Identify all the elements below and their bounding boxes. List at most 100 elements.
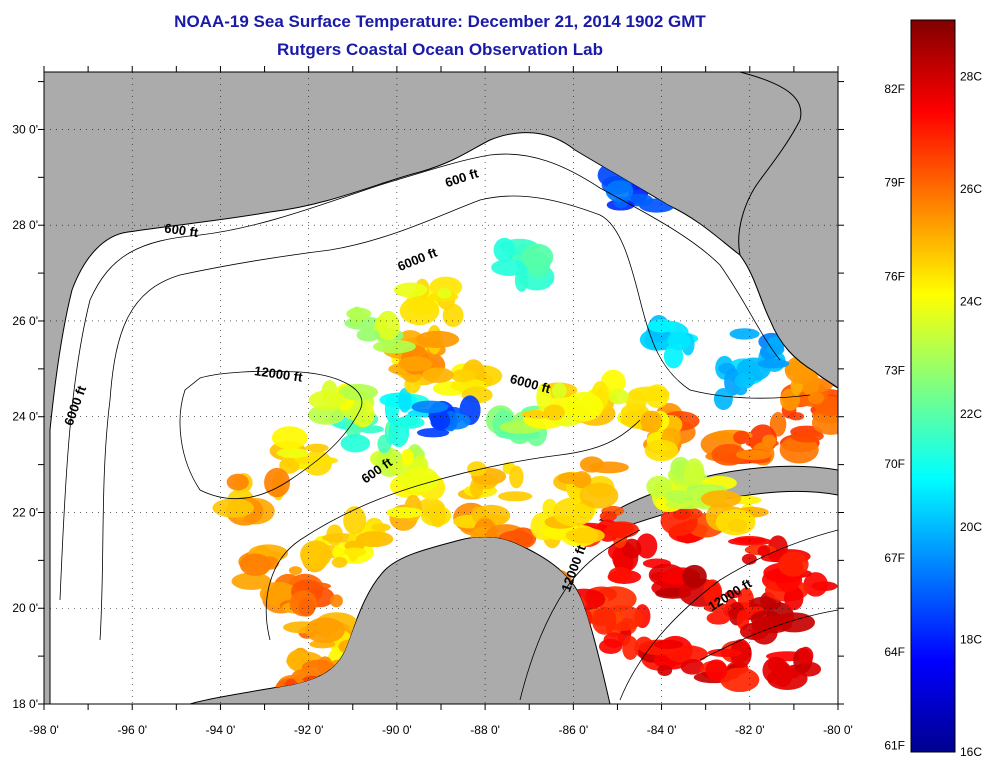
sst-patch	[552, 497, 595, 527]
lat-tick-label: 20 0'	[12, 601, 38, 615]
sst-patch	[605, 180, 634, 202]
lon-tick-label: -82 0'	[735, 723, 765, 737]
sst-patch	[308, 390, 346, 411]
sst-patch	[340, 434, 371, 453]
sst-patch	[371, 523, 391, 532]
sst-patch	[591, 606, 617, 635]
sst-patch	[288, 566, 303, 575]
sst-patch	[766, 343, 785, 356]
sst-patch	[376, 310, 400, 341]
sst-patch	[467, 461, 487, 477]
sst-patch	[509, 465, 524, 489]
sst-patch	[355, 531, 394, 548]
sst-patch	[393, 416, 425, 429]
sst-patch	[563, 392, 604, 422]
sst-patch	[668, 331, 691, 351]
sst-patch	[598, 638, 623, 655]
fahrenheit-label: 76F	[884, 270, 905, 284]
sst-patch	[700, 490, 742, 508]
sst-patch	[603, 521, 639, 539]
lat-tick-label: 28 0'	[12, 218, 38, 232]
sst-patch	[811, 410, 838, 435]
sst-patch	[543, 404, 565, 421]
sst-patch	[239, 553, 272, 577]
fahrenheit-label: 61F	[884, 739, 905, 753]
fahrenheit-label: 79F	[884, 176, 905, 190]
sst-patch	[400, 449, 414, 466]
sst-patch	[422, 367, 454, 383]
sst-patch	[329, 594, 343, 608]
sst-patch	[493, 237, 516, 263]
sst-patch	[705, 659, 728, 681]
sst-patch	[346, 307, 372, 320]
sst-patch	[416, 498, 446, 518]
axis-ticks: -98 0' -96 0' -94 0' -92 0' -90 0' -88 0' -86 …	[12, 66, 853, 737]
sst-patch	[682, 564, 707, 588]
sst-patch	[762, 656, 790, 684]
lat-tick-label: 22 0'	[12, 505, 38, 519]
map-subtitle: Rutgers Coastal Ocean Observation Lab	[277, 40, 603, 59]
sst-patch	[398, 387, 412, 413]
sst-patch	[279, 457, 300, 474]
sst-patch	[226, 473, 249, 491]
lat-tick-label: 30 0'	[12, 122, 38, 136]
sst-patch	[711, 443, 747, 466]
sst-patch	[798, 646, 814, 665]
sst-patch	[521, 243, 554, 271]
lon-tick-label: -90 0'	[382, 723, 412, 737]
sst-patch	[599, 511, 617, 522]
sst-patch	[579, 482, 619, 509]
depth-contours	[59, 153, 838, 701]
sst-patch	[683, 458, 705, 488]
sst-patch	[724, 590, 743, 599]
sst-patch	[727, 537, 772, 546]
sst-patch	[640, 410, 663, 433]
fahrenheit-label: 67F	[884, 551, 905, 565]
lat-tick-label: 24 0'	[12, 410, 38, 424]
sst-patch	[415, 330, 460, 349]
sst-patch	[300, 540, 332, 569]
sst-patch	[372, 339, 416, 354]
sst-patch	[702, 579, 723, 606]
celsius-label: 18C	[960, 632, 982, 646]
sst-patch	[703, 603, 732, 613]
sst-patch	[779, 435, 819, 464]
celsius-label: 22C	[960, 407, 982, 421]
sst-patch	[720, 667, 760, 693]
sst-patch	[276, 447, 309, 458]
lon-tick-label: -84 0'	[647, 723, 677, 737]
lon-tick-label: -92 0'	[294, 723, 324, 737]
sst-patch	[735, 449, 772, 461]
sst-patch	[498, 491, 533, 502]
lon-tick-label: -80 0'	[823, 723, 853, 737]
sst-patch	[305, 617, 345, 644]
sst-patch	[646, 475, 672, 498]
sst-patch	[664, 490, 693, 503]
sst-patch	[657, 664, 673, 677]
sst-patch	[231, 572, 272, 590]
contour-label: 600 ft	[164, 221, 200, 241]
sst-patch	[259, 581, 298, 606]
sst-patch	[672, 508, 691, 521]
sst-patch	[411, 400, 449, 414]
sst-patch	[706, 611, 731, 625]
sst-patch	[707, 648, 743, 657]
fahrenheit-label: 70F	[884, 457, 905, 471]
sst-patch	[331, 556, 348, 568]
sst-patch	[727, 518, 748, 532]
sst-patch	[514, 269, 529, 292]
celsius-label: 24C	[960, 295, 982, 309]
sst-patch	[343, 506, 367, 535]
sst-patch	[398, 356, 433, 372]
sst-patch	[551, 382, 567, 399]
sst-patch	[608, 567, 632, 583]
sst-patch	[271, 426, 308, 450]
sst-patch	[416, 427, 450, 438]
lon-tick-label: -96 0'	[117, 723, 147, 737]
lat-tick-label: 18 0'	[12, 697, 38, 711]
lat-tick-label: 26 0'	[12, 314, 38, 328]
fahrenheit-label: 64F	[884, 645, 905, 659]
sst-patch	[636, 533, 658, 559]
sst-patch	[621, 538, 642, 559]
